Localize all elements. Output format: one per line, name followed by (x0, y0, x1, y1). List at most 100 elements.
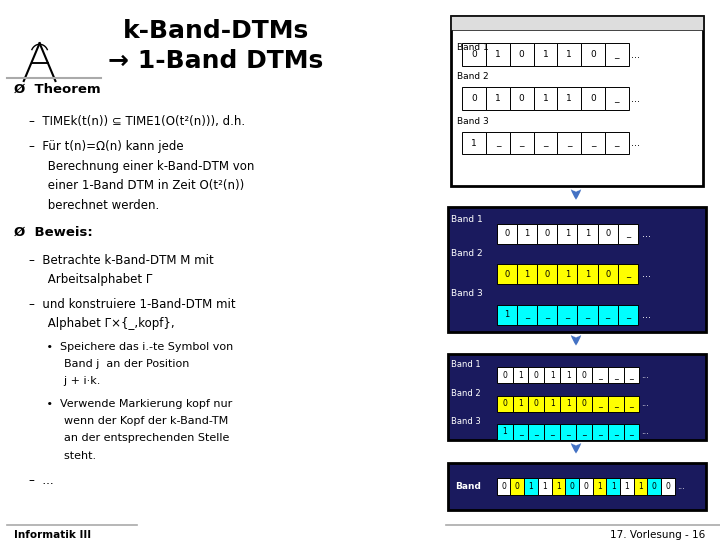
Text: _: _ (606, 310, 610, 319)
Text: _: _ (518, 428, 523, 436)
Text: 0: 0 (515, 482, 520, 491)
Bar (448, 207, 706, 332)
Text: _: _ (614, 50, 619, 59)
Text: _: _ (613, 400, 618, 408)
Bar (513, 424, 528, 440)
Bar (647, 478, 661, 495)
Bar (605, 132, 629, 154)
Bar (577, 305, 598, 325)
Text: _: _ (626, 310, 630, 319)
Text: ...: ... (642, 228, 651, 239)
Text: _: _ (613, 428, 618, 436)
Bar (538, 478, 552, 495)
Text: 1: 1 (518, 371, 523, 380)
Text: –  ...: – ... (29, 474, 53, 487)
Bar (448, 463, 706, 510)
Bar (618, 224, 638, 244)
Text: ...: ... (642, 309, 651, 320)
Text: _: _ (614, 94, 619, 103)
Text: _: _ (613, 371, 618, 380)
Bar (577, 264, 598, 284)
Bar (605, 43, 629, 66)
Text: 0: 0 (605, 269, 611, 279)
Bar (557, 87, 581, 110)
Bar (608, 424, 624, 440)
Bar (497, 224, 517, 244)
Text: k-Band-DTMs: k-Band-DTMs (123, 19, 309, 43)
Text: Band: Band (455, 482, 481, 491)
Bar (560, 367, 576, 383)
Text: steht.: steht. (29, 451, 96, 461)
Text: 1: 1 (550, 400, 554, 408)
Bar (544, 396, 560, 412)
Bar (576, 424, 592, 440)
Bar (593, 478, 606, 495)
Bar (605, 87, 629, 110)
Text: 1: 1 (564, 269, 570, 279)
Text: an der entsprechenden Stelle: an der entsprechenden Stelle (29, 434, 229, 443)
Text: _: _ (598, 371, 602, 380)
Text: •  Speichere das i.-te Symbol von: • Speichere das i.-te Symbol von (29, 342, 233, 352)
Text: 0: 0 (504, 229, 510, 238)
Text: ...: ... (631, 50, 641, 59)
Text: 0: 0 (544, 229, 550, 238)
Bar (560, 396, 576, 412)
Text: 1: 1 (585, 229, 590, 238)
Text: 0: 0 (472, 50, 477, 59)
Bar (581, 43, 605, 66)
Text: 1: 1 (566, 371, 570, 380)
Bar (598, 305, 618, 325)
Text: _: _ (590, 139, 595, 147)
Text: 0: 0 (534, 371, 539, 380)
Text: 1: 1 (585, 269, 590, 279)
Text: Informatik III: Informatik III (14, 530, 91, 540)
Text: _: _ (566, 428, 570, 436)
Bar (624, 424, 639, 440)
Bar (560, 424, 576, 440)
Text: 0: 0 (665, 482, 670, 491)
Text: → 1-Band DTMs: → 1-Band DTMs (109, 49, 323, 72)
Text: 0: 0 (544, 269, 550, 279)
Text: 1: 1 (503, 428, 507, 436)
Text: 0: 0 (590, 94, 595, 103)
Text: 1: 1 (567, 94, 572, 103)
Bar (517, 305, 537, 325)
Bar (620, 478, 634, 495)
Text: 1: 1 (638, 482, 643, 491)
Bar (513, 367, 528, 383)
Text: _: _ (565, 310, 570, 319)
Bar (497, 264, 517, 284)
Text: ...: ... (642, 400, 649, 408)
Text: •  Verwende Markierung kopf nur: • Verwende Markierung kopf nur (29, 399, 232, 409)
Bar (448, 354, 706, 440)
Text: 0: 0 (652, 482, 657, 491)
Text: 1: 1 (567, 50, 572, 59)
Bar (510, 87, 534, 110)
Text: _: _ (534, 428, 539, 436)
Bar (661, 478, 675, 495)
Bar (624, 396, 639, 412)
Text: Band 3: Band 3 (451, 417, 481, 427)
Bar (528, 396, 544, 412)
Text: ...: ... (642, 428, 649, 436)
Text: 1: 1 (518, 400, 523, 408)
Text: Band 2: Band 2 (457, 72, 489, 82)
Text: 1: 1 (543, 94, 548, 103)
Bar (517, 224, 537, 244)
Text: 1: 1 (472, 139, 477, 147)
Bar (624, 367, 639, 383)
Text: 0: 0 (472, 94, 477, 103)
Bar (497, 367, 513, 383)
Text: Band 2: Band 2 (451, 249, 483, 258)
Text: 1: 1 (543, 50, 548, 59)
Bar (497, 396, 513, 412)
Text: Ø  Theorem: Ø Theorem (14, 83, 101, 96)
Bar (534, 43, 557, 66)
Bar (618, 264, 638, 284)
Bar (486, 87, 510, 110)
Bar (524, 478, 538, 495)
Text: wenn der Kopf der k-Band-TM: wenn der Kopf der k-Band-TM (29, 416, 228, 426)
Text: 0: 0 (582, 371, 586, 380)
Text: j + i·k.: j + i·k. (29, 376, 100, 386)
Text: Band j  an der Position: Band j an der Position (29, 359, 189, 369)
